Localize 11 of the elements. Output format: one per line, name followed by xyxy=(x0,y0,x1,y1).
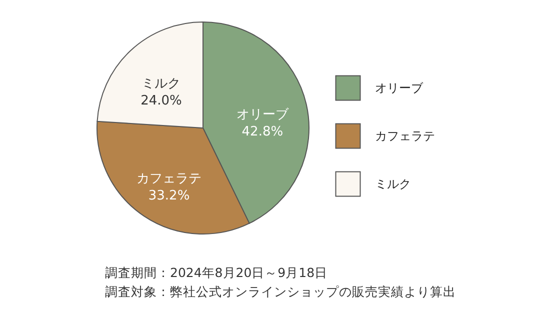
legend-label: カフェラテ xyxy=(375,129,435,143)
text: 調査対象：弊社公式オンラインショップの販売実績より算出 xyxy=(105,284,456,299)
slice-label: オリーブ xyxy=(236,107,290,122)
legend-label: オリーブ xyxy=(375,81,424,95)
data-label: 24.0% xyxy=(140,94,182,109)
data-label: 33.2% xyxy=(148,188,190,204)
data-label: 42.8% xyxy=(242,124,284,140)
slice-label: ミルク xyxy=(142,76,181,92)
text: 調査期間：2024年8月20日～9月18日 xyxy=(105,265,328,280)
legend-label: ミルク xyxy=(375,177,411,191)
slice-label: カフェラテ xyxy=(136,172,202,187)
